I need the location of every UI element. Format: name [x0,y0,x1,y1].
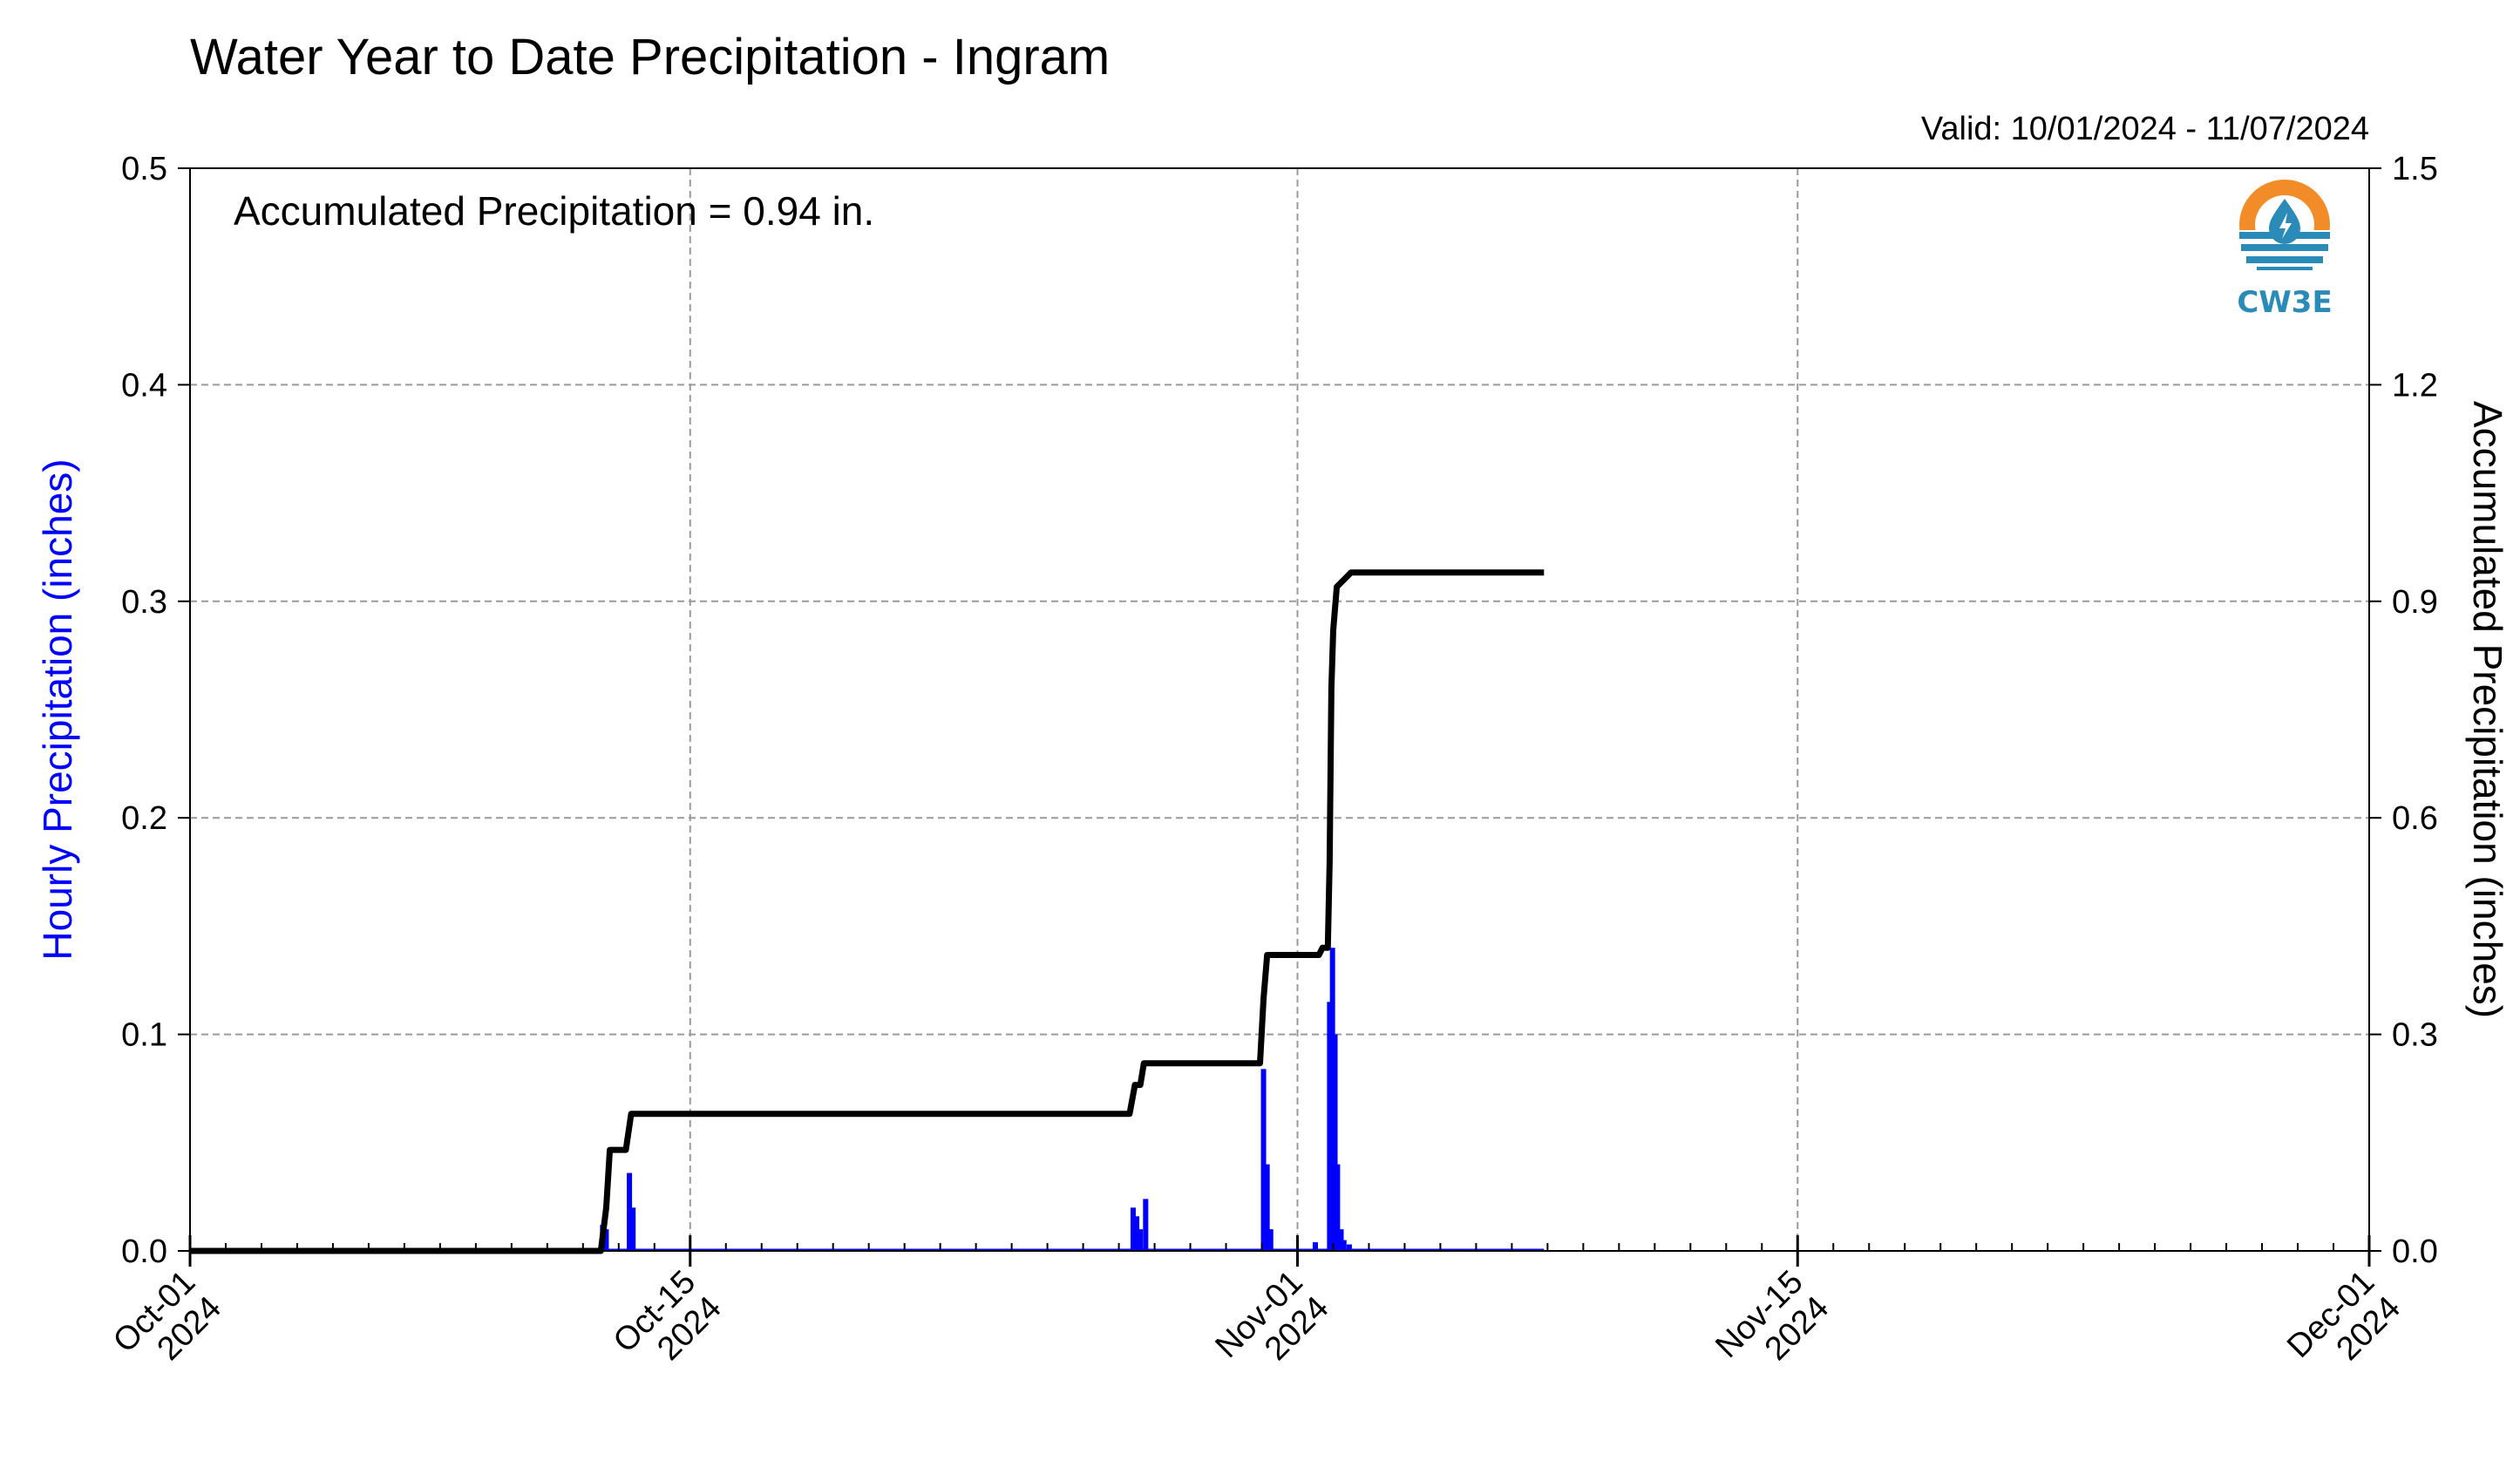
logo-wave-band [2239,232,2330,270]
left-tick-label: 0.2 [121,800,167,837]
right-tick-label: 1.5 [2392,151,2438,187]
hourly-bar [1327,1002,1333,1251]
right-tick-label: 0.6 [2392,800,2438,837]
hourly-bar [627,1172,633,1251]
left-tick-label: 0.0 [121,1233,167,1270]
hourly-precipitation-bars [190,948,1545,1252]
hourly-bar [1312,1242,1318,1251]
hourly-bar [1264,1164,1270,1251]
accumulated-precipitation-line [190,569,1545,1254]
hourly-bar [1143,1199,1149,1251]
logo-bolt [2279,213,2292,239]
right-axis-ticks: 0.0 0.3 0.6 0.9 1.2 1.5 [2369,151,2438,1270]
valid-date-range: Valid: 10/01/2024 - 11/07/2024 [1921,111,2369,147]
cw3e-logo: CW3E [2237,180,2333,320]
left-axis-ticks: 0.0 0.1 0.2 0.3 0.4 0.5 [121,151,190,1270]
left-tick-label: 0.3 [121,584,167,621]
hourly-bar [1134,1216,1140,1251]
hourly-bar [630,1207,636,1251]
hourly-bar [603,1229,609,1251]
hourly-bar [1130,1207,1136,1251]
right-tick-label: 0.9 [2392,584,2438,621]
hourly-bar [1138,1229,1144,1251]
hourly-bar [1267,1229,1274,1251]
left-tick-label: 0.1 [121,1017,167,1054]
hourly-bar [1335,1164,1341,1251]
hourly-bar [1260,1069,1267,1251]
chart-title: Water Year to Date Precipitation - Ingra… [190,29,1110,85]
accumulated-total-annotation: Accumulated Precipitation = 0.94 in. [234,188,874,234]
logo-text: CW3E [2237,285,2332,320]
left-tick-label: 0.4 [121,367,167,404]
left-tick-label: 0.5 [121,151,167,187]
left-axis-label: Hourly Precipitation (inches) [35,459,80,960]
hourly-bar [1338,1229,1344,1251]
right-tick-label: 0.0 [2392,1233,2438,1270]
hourly-bar [1341,1240,1347,1251]
right-tick-label: 1.2 [2392,367,2438,404]
hourly-bar [1332,1034,1338,1251]
hourly-bar [1346,1244,1352,1251]
right-axis-label: Accumulated Precipitation (inches) [2465,401,2510,1018]
grid-lines [190,168,2369,1251]
plot-frame [189,167,2370,1252]
right-tick-label: 0.3 [2392,1017,2438,1054]
